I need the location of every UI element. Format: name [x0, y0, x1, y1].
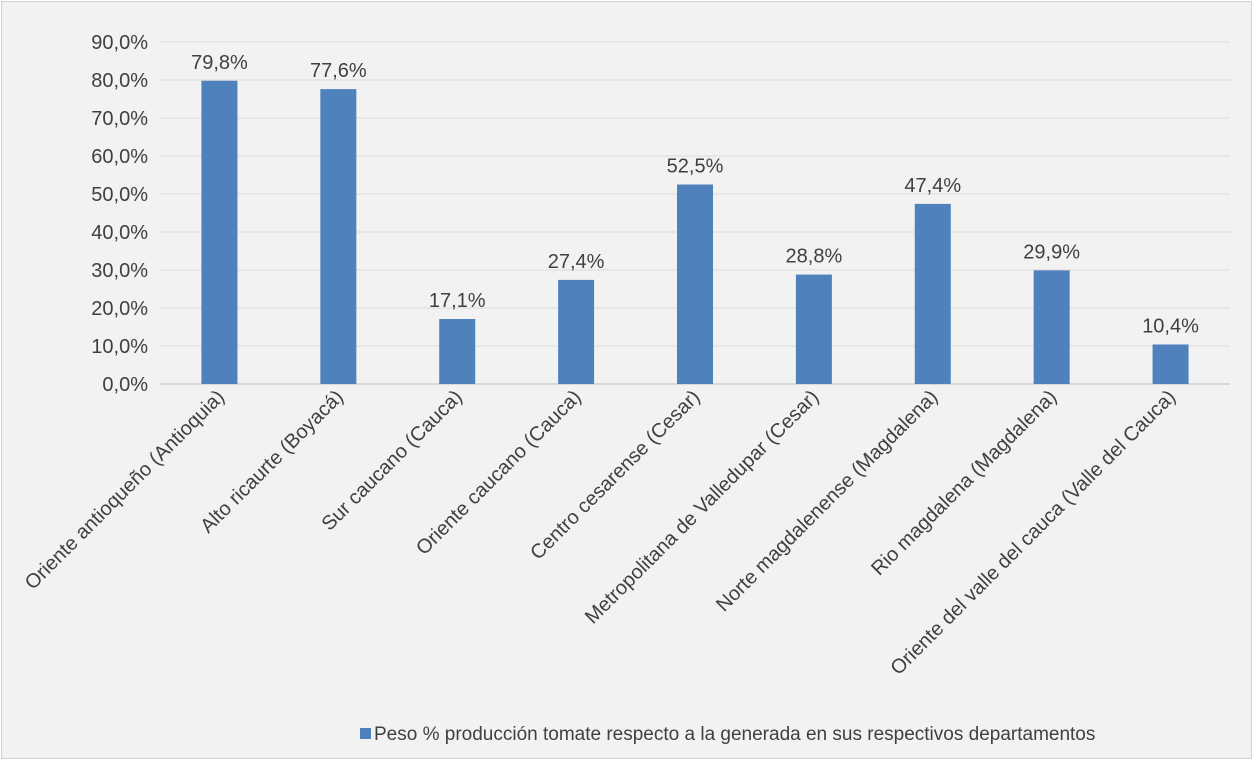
data-label: 17,1%: [429, 290, 486, 312]
bar: [1033, 270, 1070, 384]
y-tick-label: 80,0%: [91, 70, 148, 92]
bar: [914, 203, 951, 384]
data-labels: 79,8% 77,6% 17,1% 27,4% 52,5% 28,8% 47,4% 29,9%…: [191, 52, 1199, 338]
data-label: 29,9%: [1023, 241, 1080, 263]
y-tick-label: 60,0%: [91, 146, 148, 168]
data-label: 10,4%: [1142, 315, 1199, 337]
legend-swatch: [360, 728, 371, 739]
data-label: 28,8%: [786, 246, 843, 268]
y-tick-label: 50,0%: [91, 184, 148, 206]
legend: Peso % producción tomate respecto a la g…: [360, 724, 1095, 745]
y-tick-label: 10,0%: [91, 336, 148, 358]
data-label: 52,5%: [667, 156, 724, 178]
bar: [795, 274, 832, 384]
x-category-label: Oriente del valle del cauca (Valle del C…: [887, 386, 1181, 680]
data-label: 79,8%: [191, 52, 248, 74]
legend-label: Peso % producción tomate respecto a la g…: [374, 724, 1095, 745]
data-label: 47,4%: [904, 175, 961, 197]
bar: [677, 184, 713, 384]
x-category-label: Norte magdalenense (Magdalena): [712, 386, 942, 616]
bars: [201, 80, 1189, 385]
bar: [439, 319, 476, 384]
x-axis-categories: Oriente antioqueño (Antioquia)Alto ricau…: [21, 386, 1180, 680]
y-tick-label: 0,0%: [102, 374, 148, 396]
y-axis-ticks: 0,0% 10,0% 20,0% 30,0% 40,0% 50,0% 60,0% 70,0% 8…: [91, 32, 148, 396]
y-tick-label: 30,0%: [91, 260, 148, 282]
data-label: 27,4%: [548, 251, 605, 273]
y-tick-label: 70,0%: [91, 108, 148, 130]
bar: [201, 80, 238, 384]
y-tick-label: 90,0%: [91, 32, 148, 54]
y-tick-label: 20,0%: [91, 298, 148, 320]
data-label: 77,6%: [310, 60, 367, 82]
bar: [558, 279, 595, 384]
x-category-label: Oriente antioqueño (Antioquia): [21, 386, 229, 594]
bar: [1152, 344, 1189, 384]
y-tick-label: 40,0%: [91, 222, 148, 244]
bar: [320, 89, 357, 385]
x-category-label: Metropolitana de Valledupar (Cesar): [581, 386, 823, 628]
